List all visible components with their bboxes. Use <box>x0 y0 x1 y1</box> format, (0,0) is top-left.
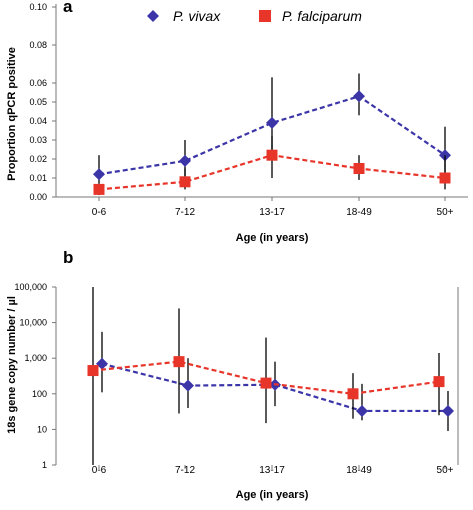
panel-b-vivax-line <box>101 362 448 413</box>
panel-a-y-tick-label: 0.02 <box>29 154 47 164</box>
panel-a-y-tick-label: 0.06 <box>29 78 47 88</box>
panel-a-vivax-point <box>266 116 278 129</box>
panel-b-vivax-point <box>182 379 194 392</box>
panel-a-y-tick-label: 0.00 <box>29 192 47 202</box>
panel-b-y-tick-label: 100 <box>32 389 47 399</box>
legend-vivax-marker <box>147 10 159 22</box>
legend-falciparum-marker <box>259 10 271 22</box>
panel-a-y-tick-label: 0.04 <box>29 116 47 126</box>
panel-b-falciparum-point <box>347 388 359 400</box>
legend-vivax-label: P. vivax <box>173 8 221 24</box>
panel-b-y-tick-label: 10,000 <box>19 318 47 328</box>
panel-a-falciparum-point <box>439 172 451 184</box>
panel-b-y-axis-label: 18s gene copy number / µl <box>6 296 18 434</box>
panel-b-chart: b 1 10 100 1,000 10,000 100,000 0-6 7-12 13-17 1… <box>6 248 459 501</box>
panel-a-vivax-point <box>179 154 191 167</box>
panel-a-y-tick-label: 0.10 <box>29 2 47 12</box>
panel-b-x-tick-label: 7-12 <box>175 465 195 476</box>
panel-b-y-tick-label: 1,000 <box>24 353 47 363</box>
panel-a-y-tick-label: 0.05 <box>29 97 47 107</box>
panel-b-vivax-point <box>96 357 108 370</box>
panel-b-x-tick-label: 18-49 <box>346 465 372 476</box>
panel-a-falciparum-point <box>353 163 365 174</box>
panel-b-y-tick-label: 1 <box>42 460 47 470</box>
panel-a-falciparum-point <box>93 183 105 195</box>
panel-b-y-tick-label: 10 <box>37 424 47 434</box>
panel-a-falciparum-point <box>179 176 191 188</box>
panel-a-x-tick-label: 7-12 <box>175 207 195 218</box>
panel-a-x-tick-label: 18-49 <box>346 207 372 218</box>
panel-b-x-tick-label: 50+ <box>437 465 454 476</box>
panel-b-falciparum-point <box>433 376 445 388</box>
panel-a-vivax-point <box>93 168 105 181</box>
legend: P. vivax P. falciparum <box>147 8 362 24</box>
panel-a-x-tick-label: 13-17 <box>259 207 285 218</box>
panel-b-falciparum-point <box>173 356 185 368</box>
panel-a-x-tick-label: 0-6 <box>92 207 107 218</box>
panel-a-vivax-line <box>98 95 446 176</box>
panel-b-x-axis-label: Age (in years) <box>236 489 309 501</box>
panel-a-y-axis-label: Proportion qPCR positive <box>6 47 18 181</box>
legend-falciparum-label: P. falciparum <box>282 8 362 24</box>
panel-b-y-tick-label: 100,000 <box>14 282 47 292</box>
panel-b-falciparum-point <box>87 365 99 377</box>
panel-b-vivax-point <box>356 404 368 417</box>
panel-a-x-tick-label: 50+ <box>437 207 454 218</box>
panel-b-x-tick-label: 13-17 <box>259 465 285 476</box>
panel-b-x-tick-label: 0-6 <box>92 465 107 476</box>
panel-a-letter: a <box>63 0 73 16</box>
panel-b-falciparum-point <box>260 377 272 389</box>
panel-a-y-tick-label: 0.01 <box>29 173 47 183</box>
panel-b-vivax-point <box>442 404 454 417</box>
panel-a-x-axis-label: Age (in years) <box>236 232 309 244</box>
panel-a-y-tick-label: 0.08 <box>29 40 47 50</box>
panel-b-letter: b <box>63 248 73 267</box>
panel-a-falciparum-point <box>266 149 278 161</box>
panel-a-chart: a P. vivax P. falciparum 0.00 0.01 0.02 0.0… <box>6 0 468 244</box>
panel-a-vivax-point <box>353 90 365 103</box>
panel-a-y-tick-label: 0.03 <box>29 135 47 145</box>
